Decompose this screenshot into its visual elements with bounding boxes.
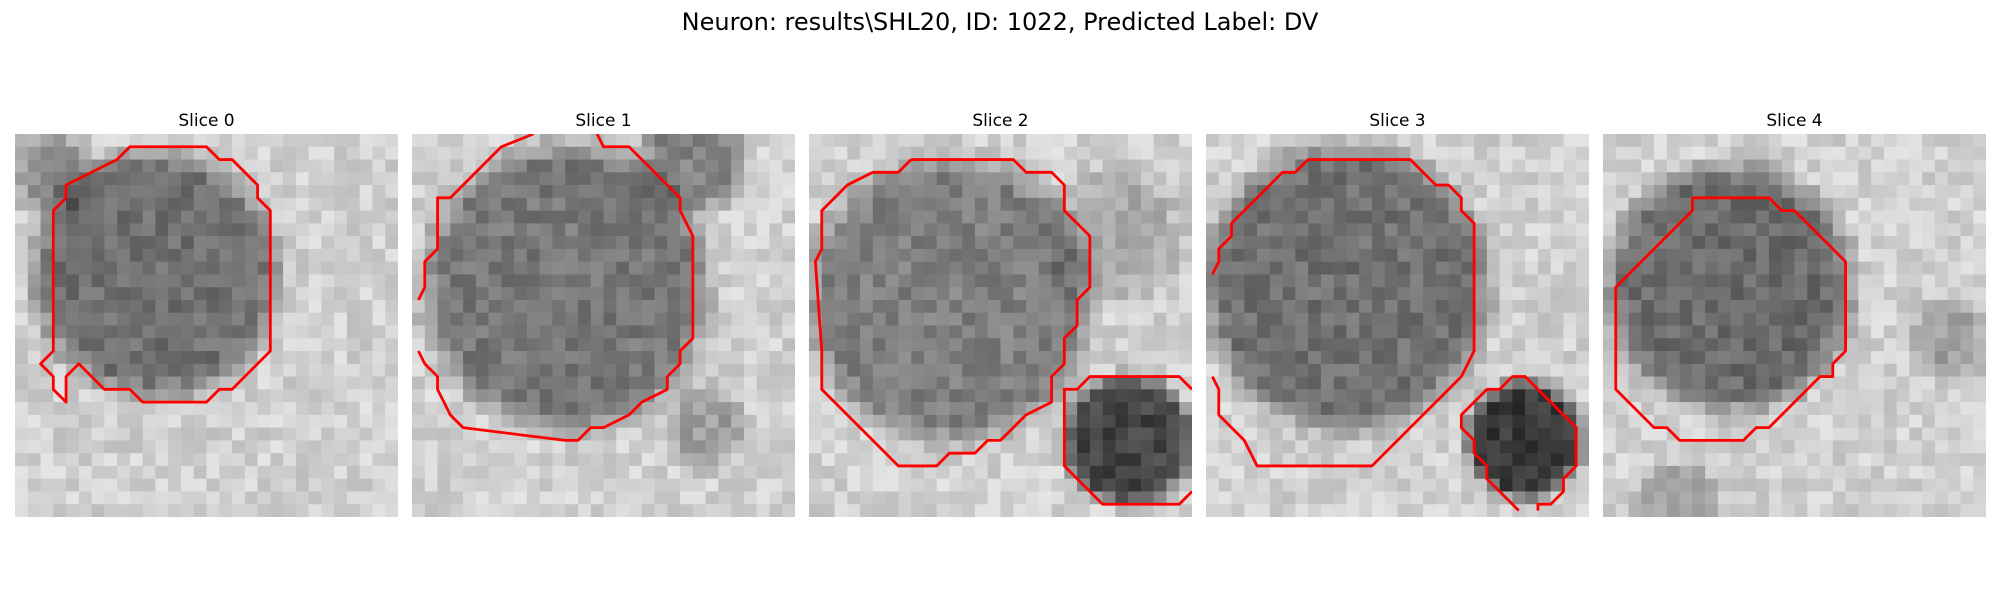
segmentation-contour-main	[417, 134, 695, 442]
segmentation-contour-main	[813, 158, 1092, 468]
slice-image-2	[809, 134, 1192, 517]
slice-panel-0: Slice 0	[15, 110, 398, 517]
segmentation-contour-main	[417, 134, 534, 301]
grayscale-pixels	[1206, 134, 1589, 517]
slice-panel-4: Slice 4	[1603, 110, 1986, 517]
slice-panel-2: Slice 2	[809, 110, 1192, 517]
segmentation-contour	[39, 145, 272, 404]
segmentation-contour-small	[1062, 375, 1192, 506]
slice-title-2: Slice 2	[972, 111, 1029, 131]
segmentation-contour-main	[1211, 158, 1476, 468]
grayscale-pixels	[1603, 134, 1986, 517]
slice-image-3	[1206, 134, 1589, 517]
segmentation-contour-small	[1459, 375, 1578, 512]
slice-title-0: Slice 0	[178, 111, 235, 131]
slice-image-1	[412, 134, 795, 517]
slice-panel-3: Slice 3	[1206, 110, 1589, 517]
slice-image-0	[15, 134, 398, 517]
segmentation-contour	[1614, 196, 1847, 442]
grayscale-pixels	[809, 134, 1192, 517]
grayscale-pixels	[15, 134, 398, 517]
slice-title-3: Slice 3	[1369, 111, 1426, 131]
slice-title-1: Slice 1	[575, 111, 632, 131]
slice-title-4: Slice 4	[1766, 111, 1823, 131]
grayscale-pixels	[412, 134, 795, 517]
slice-panel-1: Slice 1	[412, 110, 795, 517]
figure-title: Neuron: results\SHL20, ID: 1022, Predict…	[681, 8, 1319, 36]
slice-image-4	[1603, 134, 1986, 517]
